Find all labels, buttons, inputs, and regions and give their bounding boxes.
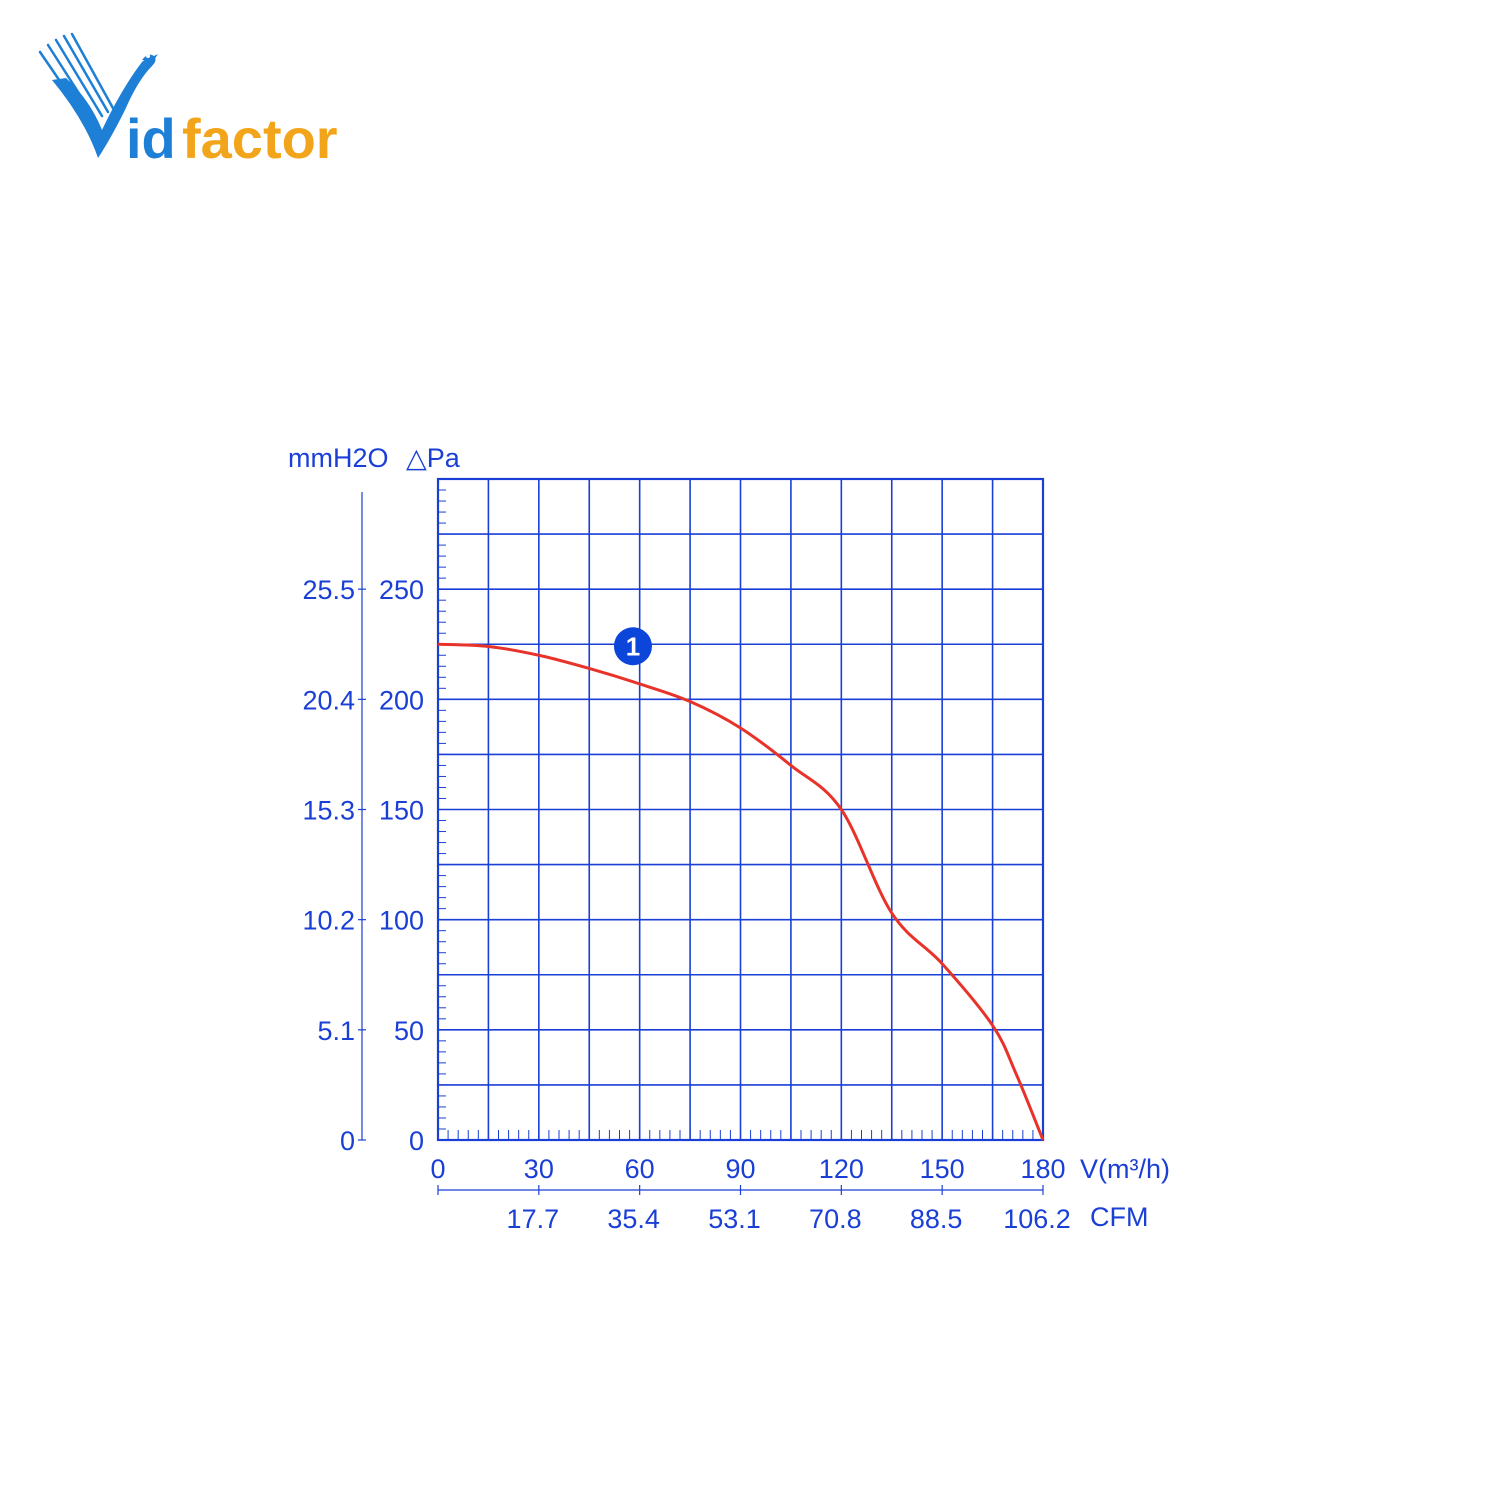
flow-tick-label: 30 [524, 1154, 554, 1184]
chart-labels: mmH2O △Pa V(m³/h) CFM 0 50 100 150 200 250 0 5.1 10.… [288, 443, 1170, 1234]
series-badge-1 [613, 627, 652, 666]
cfm-tick-label: 53.1 [708, 1204, 761, 1234]
vidfactor-logo-mark: id factor [38, 32, 338, 170]
pa-tick-label: 200 [379, 685, 424, 715]
cfm-tick-label: 17.7 [507, 1204, 560, 1234]
cfm-tick-label: 70.8 [809, 1204, 862, 1234]
flow-tick-label: 180 [1020, 1154, 1065, 1184]
flow-unit-label: V(m³/h) [1080, 1154, 1170, 1184]
pa-unit-label: △Pa [406, 443, 461, 473]
pa-tick-label: 150 [379, 796, 424, 826]
logo-text-id: id [126, 107, 176, 170]
pa-tick-label: 100 [379, 906, 424, 936]
mmh2o-tick-label: 5.1 [317, 1016, 355, 1046]
logo-text-factor: factor [182, 107, 338, 170]
mmh2o-tick-label: 10.2 [302, 906, 355, 936]
mmh2o-unit-label: mmH2O [288, 443, 389, 473]
flow-tick-label: 60 [625, 1154, 655, 1184]
cfm-tick-label: 88.5 [910, 1204, 963, 1234]
chart-axes [358, 492, 1044, 1195]
mmh2o-tick-label: 20.4 [302, 685, 355, 715]
flow-tick-label: 0 [430, 1154, 445, 1184]
series-badge-label: 1 [626, 631, 640, 661]
mmh2o-tick-label: 25.5 [302, 575, 355, 605]
cfm-tick-label: 35.4 [607, 1204, 660, 1234]
mmh2o-tick-label: 0 [340, 1126, 355, 1156]
chart-grid [436, 477, 1045, 1142]
pa-tick-label: 0 [409, 1126, 424, 1156]
chart-minor-ticks [437, 478, 1044, 1141]
cfm-tick-label: 106.2 [1003, 1204, 1071, 1234]
flow-tick-label: 150 [920, 1154, 965, 1184]
flow-tick-label: 90 [725, 1154, 755, 1184]
vidfactor-logo: id factor [30, 30, 390, 180]
series-line-1 [437, 642, 1045, 1141]
pa-tick-label: 250 [379, 575, 424, 605]
mmh2o-tick-label: 15.3 [302, 796, 355, 826]
cfm-unit-label: CFM [1090, 1202, 1148, 1232]
pa-tick-label: 50 [394, 1016, 424, 1046]
flow-tick-label: 120 [819, 1154, 864, 1184]
chart-curves: 1 [437, 627, 1045, 1141]
